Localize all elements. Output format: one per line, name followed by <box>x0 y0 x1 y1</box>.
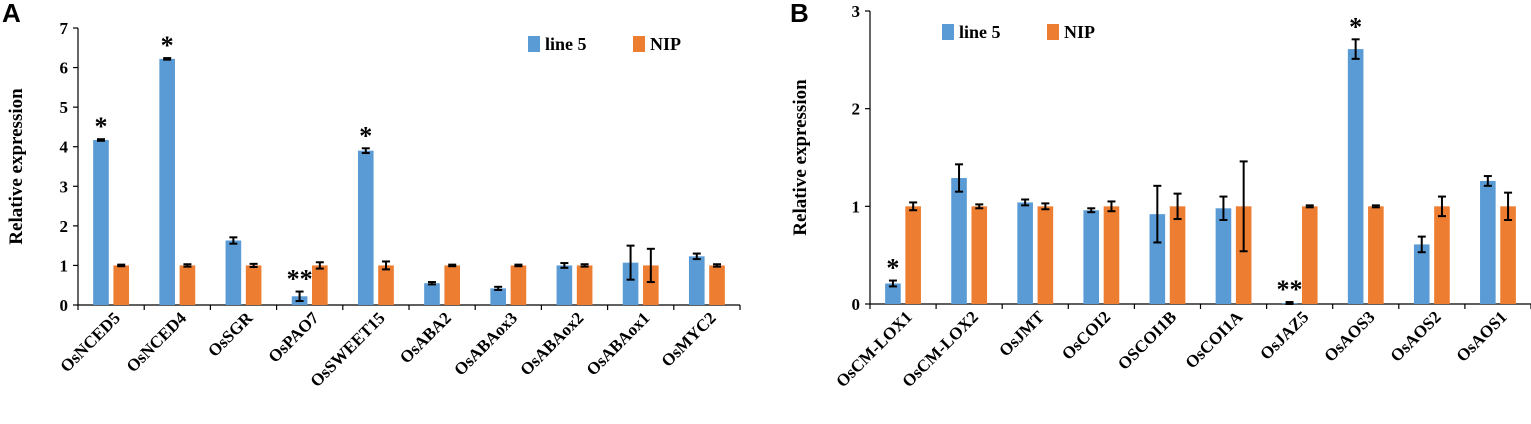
bar-nip-oscm-lox1 <box>905 206 921 304</box>
significance-marker: ** <box>287 265 313 294</box>
legend-swatch <box>1047 24 1059 40</box>
y-tick-label: 5 <box>60 98 69 117</box>
bar-nip-osnced5 <box>113 265 130 305</box>
panel-label: A <box>2 0 21 28</box>
bar-nip-osaos3 <box>1368 206 1384 304</box>
bar-nip-oscoi1a <box>1235 206 1252 304</box>
y-tick-label: 3 <box>852 2 861 21</box>
y-tick-label: 2 <box>60 217 69 236</box>
bar-line5-osaba2 <box>424 283 440 305</box>
legend-swatch <box>528 36 540 52</box>
bar-line5-ossgr <box>225 240 242 305</box>
bar-nip-osabaox2 <box>576 265 593 305</box>
y-axis-label: Relative expression <box>6 88 27 245</box>
bar-nip-osabaox1 <box>643 265 659 305</box>
significance-marker: * <box>94 112 107 141</box>
legend-label: line 5 <box>959 22 1001 42</box>
bar-line5-osjmt <box>1017 202 1033 304</box>
bar-line5-osaos3 <box>1347 49 1364 305</box>
bar-nip-ospao7 <box>312 265 328 305</box>
legend-label: NIP <box>1064 22 1095 42</box>
category-label: OsPAO7 <box>265 308 323 366</box>
bar-line5-oscm-lox1 <box>885 283 901 304</box>
y-axis-label: Relative expression <box>790 79 811 236</box>
bar-nip-osaba2 <box>444 265 461 305</box>
bar-line5-oscoi1a <box>1215 208 1232 304</box>
y-tick-label: 1 <box>60 256 69 275</box>
y-tick-label: 7 <box>60 19 69 38</box>
bar-nip-osjaz5 <box>1301 206 1318 304</box>
bar-line5-osnced5 <box>93 139 109 305</box>
significance-marker: * <box>359 121 372 150</box>
category-label: OsCOI2 <box>1058 307 1114 363</box>
legend-swatch <box>633 36 645 52</box>
bar-line5-osabaox2 <box>556 265 573 305</box>
y-tick-label: 1 <box>852 197 861 216</box>
bar-line5-oscoi1b <box>1149 214 1166 304</box>
category-label: OsSGR <box>204 308 257 361</box>
bar-line5-osnced4 <box>159 58 175 305</box>
category-label: OsABA2 <box>396 308 455 367</box>
y-tick-label: 2 <box>852 100 861 119</box>
bar-nip-ossweet15 <box>378 265 394 305</box>
y-tick-label: 4 <box>60 138 69 157</box>
bar-line5-oscm-lox2 <box>951 178 967 304</box>
bar-nip-osnced4 <box>179 265 196 305</box>
bar-line5-osmyc2 <box>688 256 705 305</box>
bar-line5-osabaox3 <box>490 288 506 305</box>
y-tick-label: 0 <box>852 295 861 314</box>
category-label: OsAOS1 <box>1453 307 1511 365</box>
bar-nip-osmyc2 <box>709 265 725 305</box>
bar-line5-osabaox1 <box>622 262 639 305</box>
significance-marker: * <box>161 31 174 60</box>
category-label: OsABAox2 <box>516 308 587 379</box>
bar-nip-osaos2 <box>1434 206 1450 304</box>
category-label: OsABAox1 <box>583 308 654 379</box>
legend-label: NIP <box>650 34 681 54</box>
category-label: OsJMT <box>995 307 1048 360</box>
category-label: OsCOI1A <box>1182 307 1247 372</box>
category-label: OsJAZ5 <box>1256 307 1312 363</box>
y-tick-label: 6 <box>60 59 69 78</box>
bar-line5-ossweet15 <box>357 150 374 305</box>
bar-nip-osaos1 <box>1500 206 1516 304</box>
category-label: OsMYC2 <box>658 308 720 370</box>
bar-line5-osaos2 <box>1413 244 1430 304</box>
bar-nip-ossgr <box>245 265 262 305</box>
category-label: OSCOI1B <box>1114 307 1180 373</box>
legend-label: line 5 <box>545 34 587 54</box>
bar-nip-osabaox3 <box>510 265 527 305</box>
panel-label: B <box>790 0 809 28</box>
category-label: OsNCED5 <box>56 308 124 376</box>
significance-marker: ** <box>1277 275 1303 304</box>
y-tick-label: 0 <box>60 296 69 315</box>
category-label: OsAOS2 <box>1386 307 1444 365</box>
significance-marker: * <box>1349 12 1362 41</box>
bar-nip-oscm-lox2 <box>971 206 988 304</box>
y-tick-label: 3 <box>60 177 69 196</box>
bar-nip-oscoi2 <box>1103 206 1120 304</box>
category-label: OsAOS3 <box>1320 307 1378 365</box>
category-label: OsNCED4 <box>123 308 191 376</box>
bar-line5-osaos1 <box>1480 180 1496 304</box>
bar-nip-oscoi1b <box>1169 206 1186 304</box>
chart-panel-a: A 0 1 2 3 4 5 6 7 Relative expression * OsNCED5 * OsN… <box>2 0 741 391</box>
bar-line5-oscoi2 <box>1083 210 1100 304</box>
bar-nip-osjmt <box>1037 206 1054 304</box>
significance-marker: * <box>886 254 899 283</box>
legend-swatch <box>942 24 954 40</box>
category-label: OsABAox3 <box>450 308 521 379</box>
